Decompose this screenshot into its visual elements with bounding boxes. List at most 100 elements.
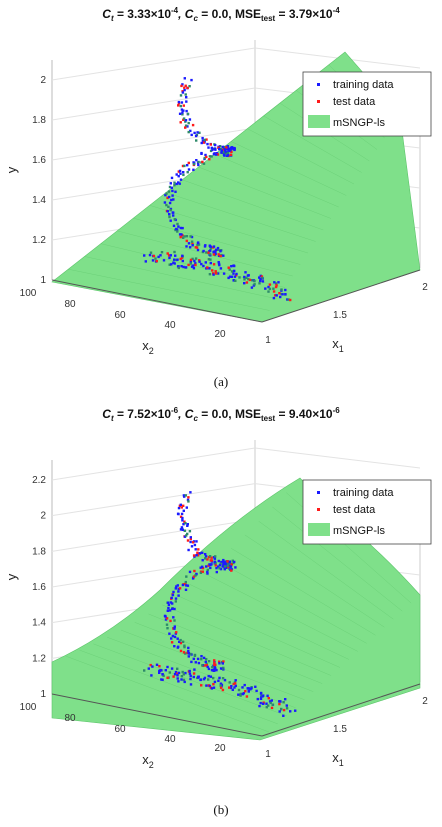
data-point bbox=[184, 126, 187, 129]
data-point bbox=[205, 155, 208, 159]
data-point bbox=[208, 684, 211, 688]
data-point bbox=[213, 557, 217, 560]
data-point bbox=[215, 668, 218, 672]
data-point bbox=[194, 257, 198, 260]
data-point bbox=[278, 292, 281, 295]
data-point bbox=[192, 161, 195, 164]
data-point bbox=[192, 672, 196, 675]
data-point bbox=[275, 284, 278, 287]
data-point bbox=[259, 691, 263, 695]
data-point bbox=[160, 251, 164, 254]
data-point bbox=[213, 680, 217, 684]
data-point bbox=[195, 139, 198, 142]
x2-tick-label: 60 bbox=[114, 310, 126, 321]
data-point bbox=[233, 275, 237, 278]
data-point bbox=[192, 267, 196, 270]
data-point bbox=[184, 119, 188, 122]
data-point bbox=[214, 564, 217, 567]
data-point bbox=[237, 693, 240, 696]
data-point bbox=[270, 699, 273, 702]
data-point bbox=[188, 246, 192, 249]
data-point bbox=[178, 587, 182, 590]
data-point bbox=[285, 704, 288, 707]
legend-label-training: training data bbox=[333, 487, 394, 499]
data-point bbox=[180, 265, 183, 268]
x1-axis-line bbox=[261, 269, 421, 323]
data-point bbox=[170, 596, 173, 600]
data-point bbox=[194, 262, 197, 265]
data-point bbox=[210, 687, 214, 690]
data-point bbox=[275, 294, 278, 297]
data-point bbox=[196, 241, 200, 245]
y-axis-label: y bbox=[4, 166, 19, 173]
data-point bbox=[226, 154, 230, 157]
data-point bbox=[213, 250, 216, 253]
data-point bbox=[155, 259, 158, 263]
data-point bbox=[184, 93, 187, 96]
data-point bbox=[212, 683, 215, 686]
data-point bbox=[230, 563, 233, 566]
data-point bbox=[214, 143, 217, 147]
data-point bbox=[190, 240, 194, 243]
data-point bbox=[198, 260, 201, 263]
data-point bbox=[207, 251, 210, 254]
data-point bbox=[171, 194, 174, 197]
data-point bbox=[219, 684, 222, 687]
data-point bbox=[208, 555, 212, 558]
data-point bbox=[267, 704, 270, 707]
data-point bbox=[205, 251, 208, 254]
data-point bbox=[174, 670, 178, 674]
data-point bbox=[205, 565, 208, 568]
data-point bbox=[175, 585, 178, 588]
data-point bbox=[186, 125, 189, 128]
x2-tick-label: 100 bbox=[20, 702, 37, 713]
data-point bbox=[225, 566, 228, 569]
data-point bbox=[215, 566, 218, 570]
data-point bbox=[154, 257, 157, 260]
data-point bbox=[169, 254, 172, 257]
data-point bbox=[186, 532, 189, 536]
data-point bbox=[174, 600, 177, 603]
data-point bbox=[178, 112, 182, 115]
data-point bbox=[212, 676, 215, 680]
data-point bbox=[234, 684, 237, 688]
data-point bbox=[245, 281, 249, 284]
data-point bbox=[181, 519, 184, 522]
data-point bbox=[265, 702, 268, 705]
data-point bbox=[188, 85, 191, 88]
mesh-line bbox=[247, 128, 355, 185]
data-point bbox=[210, 556, 213, 559]
mesh-line bbox=[117, 230, 293, 277]
data-point bbox=[194, 134, 198, 138]
data-point bbox=[170, 641, 174, 644]
data-point bbox=[251, 279, 254, 282]
data-point bbox=[181, 91, 185, 94]
data-point bbox=[226, 560, 229, 563]
data-point bbox=[217, 254, 221, 257]
data-point bbox=[186, 498, 190, 502]
data-point bbox=[196, 131, 199, 134]
data-point bbox=[185, 109, 188, 113]
mesh-line bbox=[258, 521, 394, 620]
data-point bbox=[229, 149, 232, 152]
data-point bbox=[191, 123, 195, 127]
data-point bbox=[167, 254, 171, 257]
x2-axis-label: x2 bbox=[142, 752, 154, 770]
data-point bbox=[177, 266, 180, 270]
data-point bbox=[228, 268, 231, 271]
chart-b-svg: Ct = 7.52×10-6, Cc = 0.0, MSEtest = 9.40… bbox=[4, 406, 432, 770]
data-point bbox=[196, 551, 199, 554]
data-point bbox=[191, 577, 195, 580]
mesh-line bbox=[182, 179, 324, 231]
grid-line bbox=[51, 447, 256, 481]
data-point bbox=[279, 295, 282, 299]
data-point bbox=[261, 280, 265, 283]
data-point bbox=[250, 687, 253, 690]
data-point bbox=[170, 637, 173, 640]
data-point bbox=[244, 271, 247, 274]
data-point bbox=[201, 565, 204, 568]
data-point bbox=[258, 282, 261, 285]
data-point bbox=[180, 233, 183, 236]
data-point bbox=[189, 674, 192, 678]
data-point bbox=[202, 678, 206, 681]
